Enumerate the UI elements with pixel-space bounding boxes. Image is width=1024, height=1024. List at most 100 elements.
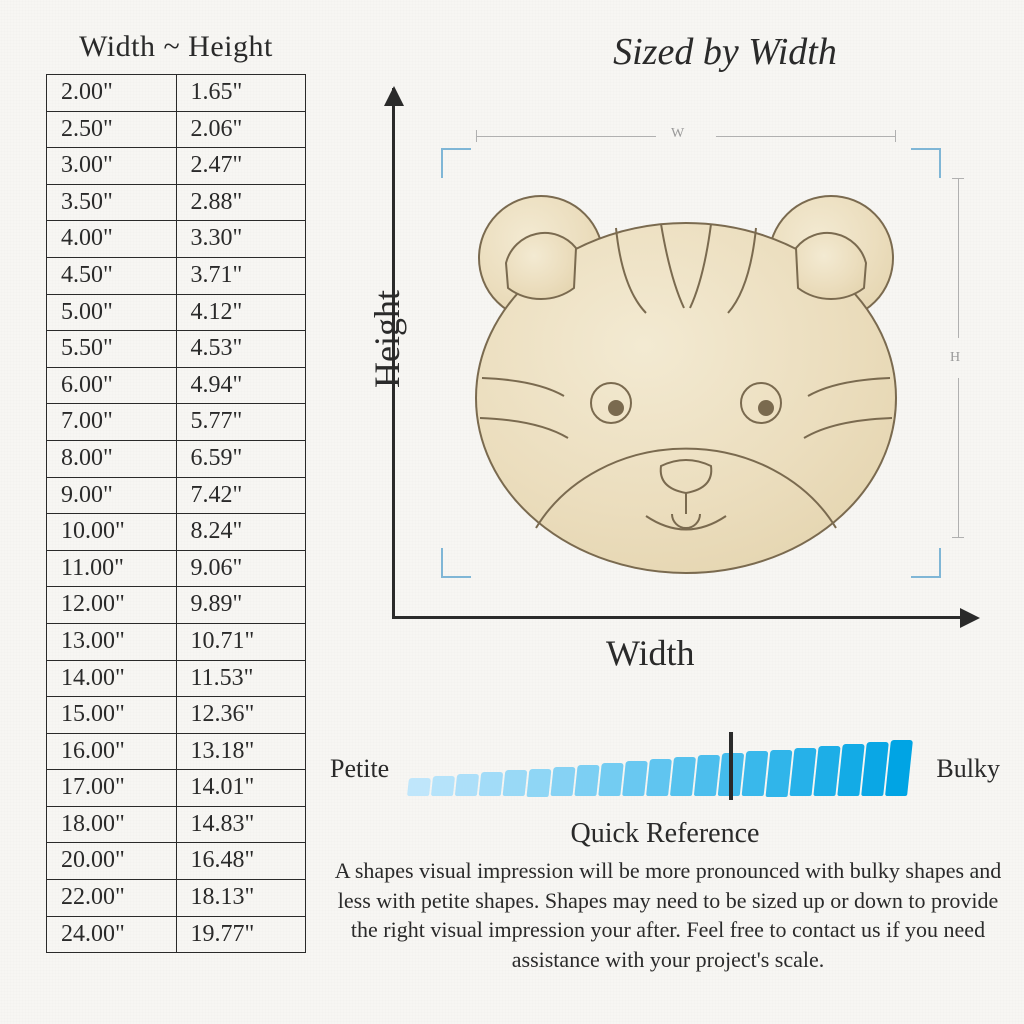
axis-x <box>392 616 962 619</box>
table-row: 7.00"5.77" <box>47 404 306 441</box>
scale-bar <box>813 746 840 796</box>
scale-label-petite: Petite <box>330 754 389 784</box>
table-cell: 2.50" <box>47 111 177 148</box>
table-cell: 2.47" <box>176 148 306 185</box>
scale-bar <box>885 740 913 796</box>
table-cell: 1.65" <box>176 75 306 112</box>
table-cell: 4.12" <box>176 294 306 331</box>
table-cell: 5.77" <box>176 404 306 441</box>
table-cell: 22.00" <box>47 880 177 917</box>
dimension-width-label: W <box>671 126 684 142</box>
table-row: 12.00"9.89" <box>47 587 306 624</box>
reference-body: A shapes visual impression will be more … <box>334 856 1002 975</box>
table-cell: 13.18" <box>176 733 306 770</box>
table-cell: 10.71" <box>176 623 306 660</box>
table-cell: 17.00" <box>47 770 177 807</box>
table-row: 20.00"16.48" <box>47 843 306 880</box>
scale-label-bulky: Bulky <box>936 754 1000 784</box>
table-row: 13.00"10.71" <box>47 623 306 660</box>
table-row: 17.00"14.01" <box>47 770 306 807</box>
table-row: 18.00"14.83" <box>47 806 306 843</box>
table-cell: 8.00" <box>47 440 177 477</box>
table-cell: 10.00" <box>47 514 177 551</box>
dimension-height-label: H <box>950 350 960 366</box>
table-cell: 20.00" <box>47 843 177 880</box>
table-cell: 18.13" <box>176 880 306 917</box>
table-cell: 14.01" <box>176 770 306 807</box>
table-cell: 4.50" <box>47 257 177 294</box>
table-row: 4.50"3.71" <box>47 257 306 294</box>
scale-bar <box>479 772 503 796</box>
scale-bar <box>861 742 889 796</box>
reference-title: Quick Reference <box>330 818 1000 850</box>
table-row: 2.00"1.65" <box>47 75 306 112</box>
table-cell: 2.06" <box>176 111 306 148</box>
table-cell: 3.50" <box>47 184 177 221</box>
table-cell: 6.59" <box>176 440 306 477</box>
scale-bar <box>837 744 864 796</box>
scale-bar <box>503 770 528 796</box>
table-cell: 9.06" <box>176 550 306 587</box>
table-cell: 2.00" <box>47 75 177 112</box>
dimension-height-indicator: H <box>952 178 966 538</box>
table-cell: 7.42" <box>176 477 306 514</box>
table-row: 5.50"4.53" <box>47 331 306 368</box>
dimension-width-indicator: W <box>476 130 896 144</box>
scale-bar <box>598 763 623 796</box>
table-cell: 24.00" <box>47 916 177 953</box>
table-row: 6.00"4.94" <box>47 367 306 404</box>
table-cell: 16.48" <box>176 843 306 880</box>
scale-bar <box>550 767 575 796</box>
table-row: 9.00"7.42" <box>47 477 306 514</box>
table-row: 10.00"8.24" <box>47 514 306 551</box>
table-cell: 8.24" <box>176 514 306 551</box>
table-cell: 3.30" <box>176 221 306 258</box>
table-cell: 16.00" <box>47 733 177 770</box>
table-title: Width ~ Height <box>46 30 306 64</box>
table-cell: 18.00" <box>47 806 177 843</box>
scale-bar <box>431 776 455 796</box>
table-cell: 9.89" <box>176 587 306 624</box>
arrow-right-icon <box>960 608 980 628</box>
product-shape-image <box>446 148 926 588</box>
table-row: 3.00"2.47" <box>47 148 306 185</box>
scale-bar <box>766 750 793 797</box>
scale-bar <box>455 774 479 796</box>
scale-bar <box>574 765 599 796</box>
table-cell: 11.00" <box>47 550 177 587</box>
table-cell: 12.00" <box>47 587 177 624</box>
table-row: 11.00"9.06" <box>47 550 306 587</box>
scale-bar <box>622 761 648 796</box>
table-cell: 5.50" <box>47 331 177 368</box>
table-cell: 12.36" <box>176 697 306 734</box>
table-cell: 5.00" <box>47 294 177 331</box>
scale-bar <box>789 748 816 796</box>
scale-bar <box>742 751 769 796</box>
table-row: 24.00"19.77" <box>47 916 306 953</box>
axis-x-label: Width <box>606 632 695 674</box>
size-table: 2.00"1.65"2.50"2.06"3.00"2.47"3.50"2.88"… <box>46 74 306 953</box>
table-row: 3.50"2.88" <box>47 184 306 221</box>
table-row: 16.00"13.18" <box>47 733 306 770</box>
scale-bar <box>646 759 672 796</box>
scale-marker <box>729 732 733 800</box>
main-title: Sized by Width <box>490 30 960 74</box>
table-row: 14.00"11.53" <box>47 660 306 697</box>
table-cell: 11.53" <box>176 660 306 697</box>
table-cell: 2.88" <box>176 184 306 221</box>
table-row: 22.00"18.13" <box>47 880 306 917</box>
table-row: 5.00"4.12" <box>47 294 306 331</box>
table-cell: 3.71" <box>176 257 306 294</box>
table-cell: 19.77" <box>176 916 306 953</box>
table-row: 4.00"3.30" <box>47 221 306 258</box>
table-cell: 14.00" <box>47 660 177 697</box>
table-cell: 3.00" <box>47 148 177 185</box>
table-row: 15.00"12.36" <box>47 697 306 734</box>
table-cell: 15.00" <box>47 697 177 734</box>
table-cell: 4.00" <box>47 221 177 258</box>
bulk-scale: Petite Bulky <box>330 736 1010 806</box>
table-row: 2.50"2.06" <box>47 111 306 148</box>
scale-bar <box>527 769 552 797</box>
table-cell: 7.00" <box>47 404 177 441</box>
scale-bars <box>408 736 928 796</box>
